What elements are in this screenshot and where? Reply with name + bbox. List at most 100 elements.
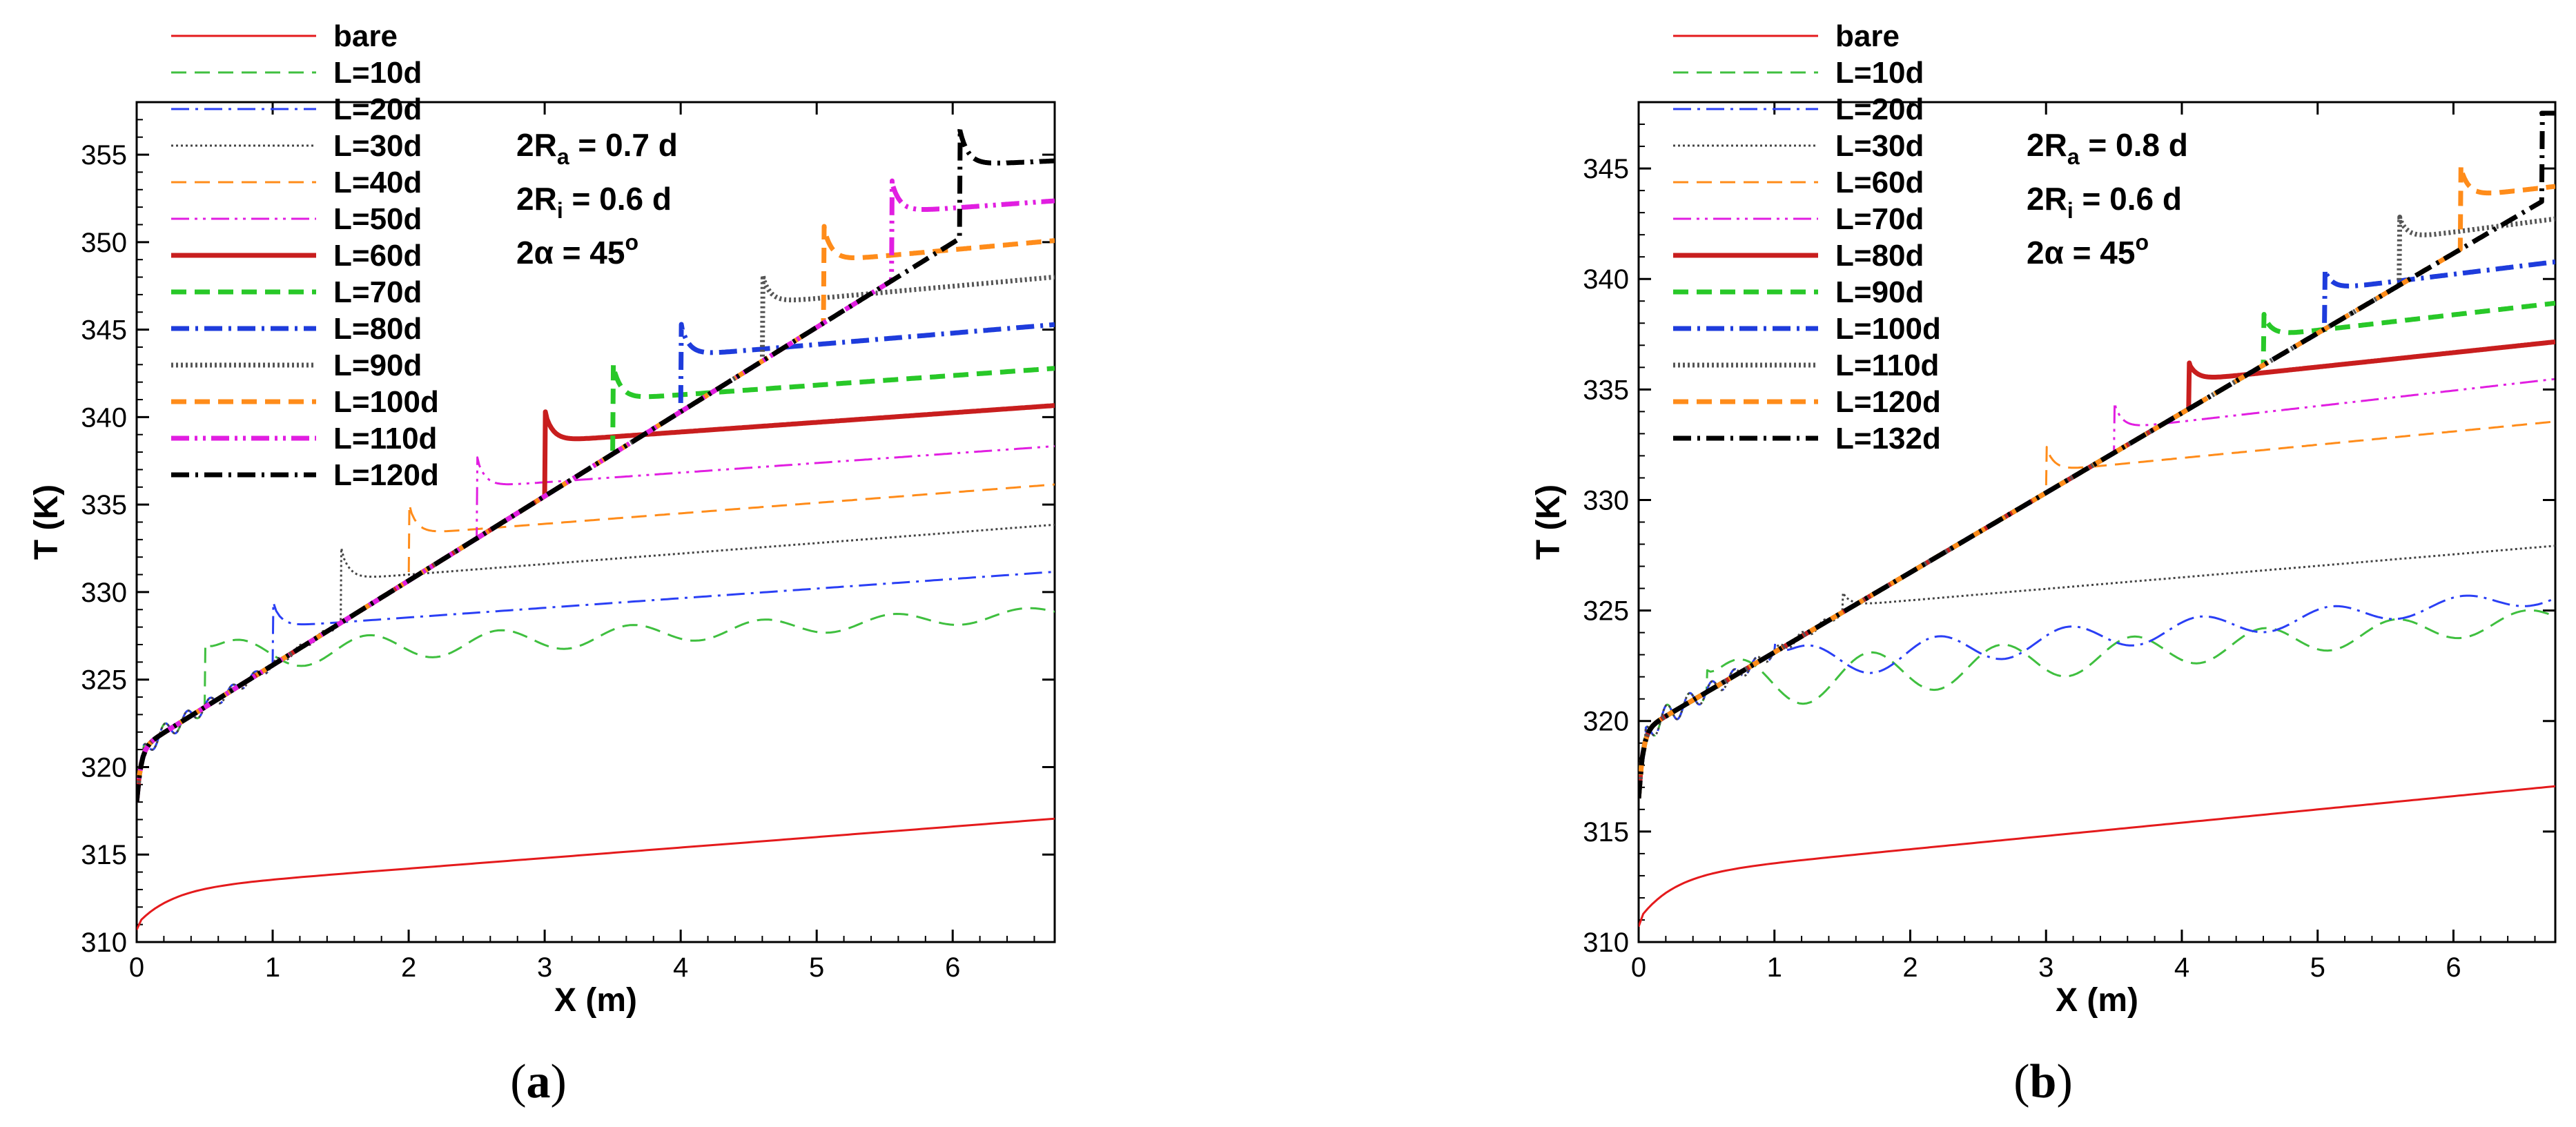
series-line-l-70d: [1639, 378, 2555, 798]
annotation-line: 2α = 45o: [2027, 230, 2149, 271]
annotation-text: 2α = 45: [2027, 235, 2135, 271]
caption-paren: ): [551, 1055, 567, 1108]
legend-label: L=90d: [333, 349, 422, 382]
y-tick-label: 310: [1583, 928, 1629, 958]
y-tick-label: 315: [1583, 817, 1629, 847]
x-tick-label: 0: [129, 952, 144, 983]
annotation-text: = 0.7 d: [569, 127, 678, 163]
legend-label: L=60d: [333, 239, 422, 273]
annotation-script: a: [557, 144, 569, 169]
y-tick-label: 340: [81, 402, 127, 433]
legend-label: bare: [333, 19, 398, 53]
legend-label: L=10d: [1835, 56, 1924, 90]
annotation-text: = 0.6 d: [563, 181, 672, 217]
series-line-l-100d: [1639, 259, 2555, 799]
annotation-text: = 0.8 d: [2080, 127, 2188, 163]
annotation-script: o: [625, 230, 638, 255]
series-line-l-10d: [1639, 609, 2555, 798]
caption-letter: b: [2030, 1055, 2057, 1108]
caption-paren: ): [2056, 1055, 2072, 1108]
annotation-script: o: [2135, 230, 2149, 255]
series-line-l-120d: [137, 126, 1055, 803]
series-line-l-50d: [137, 445, 1055, 803]
series-line-l-60d: [1639, 420, 2555, 798]
series-line-l-80d: [1639, 339, 2555, 799]
y-tick-label: 335: [81, 490, 127, 520]
legend-label: L=100d: [333, 385, 439, 419]
caption-paren: (: [510, 1055, 526, 1108]
legend-label: L=30d: [333, 129, 422, 163]
y-tick-label: 340: [1583, 264, 1629, 295]
y-tick-label: 330: [1583, 485, 1629, 516]
caption-paren: (: [2013, 1055, 2029, 1108]
y-tick-label: 315: [81, 840, 127, 870]
x-tick-label: 4: [2174, 952, 2189, 983]
annotation-text: 2R: [516, 127, 557, 163]
x-tick-label: 6: [2446, 952, 2461, 983]
legend-label: L=60d: [1835, 166, 1924, 199]
series-line-l-30d: [137, 523, 1055, 803]
x-tick-label: 6: [945, 952, 960, 983]
legend-label: bare: [1835, 19, 1900, 53]
legend-label: L=80d: [1835, 239, 1924, 273]
series-line-l-20d: [137, 570, 1055, 803]
x-tick-label: 1: [265, 952, 280, 983]
annotation-text: 2R: [2027, 181, 2067, 217]
x-tick-label: 5: [2310, 952, 2325, 983]
series-line-bare: [137, 817, 1055, 930]
annotation-line: 2Ri = 0.6 d: [2027, 181, 2182, 223]
legend-label: L=132d: [1835, 422, 1941, 455]
legend-label: L=70d: [333, 275, 422, 309]
annotation-line: 2Ra = 0.8 d: [2027, 127, 2188, 169]
y-tick-label: 310: [81, 928, 127, 958]
series-line-l-90d: [1639, 300, 2555, 799]
legend-label: L=110d: [1835, 349, 1939, 382]
x-tick-label: 3: [2038, 952, 2053, 983]
legend-label: L=20d: [333, 92, 422, 126]
annotation-text: = 0.6 d: [2074, 181, 2182, 217]
series-line-l-70d: [137, 362, 1055, 803]
legend-label: L=20d: [1835, 92, 1924, 126]
legend-label: L=30d: [1835, 129, 1924, 163]
panel-caption: (a): [510, 1055, 567, 1108]
series-line-l-30d: [1639, 545, 2555, 798]
x-tick-label: 1: [1767, 952, 1782, 983]
y-tick-label: 330: [81, 578, 127, 608]
plot-area: [1639, 110, 2555, 928]
y-axis-label: T (K): [1530, 484, 1567, 560]
annotation-script: i: [557, 198, 563, 223]
legend-label: L=80d: [333, 312, 422, 346]
series-line-l-40d: [137, 483, 1055, 803]
x-tick-label: 5: [809, 952, 824, 983]
x-axis-label: X (m): [2056, 982, 2138, 1019]
y-tick-label: 325: [81, 665, 127, 696]
series-line-l-132d: [1639, 110, 2555, 799]
legend-label: L=40d: [333, 166, 422, 199]
series-line-bare: [1639, 785, 2555, 928]
x-axis-label: X (m): [554, 982, 637, 1019]
annotation-line: 2α = 45o: [516, 230, 638, 271]
y-tick-label: 350: [81, 228, 127, 258]
legend-label: L=120d: [1835, 385, 1941, 419]
series-line-l-10d: [137, 607, 1055, 803]
legend-label: L=10d: [333, 56, 422, 90]
series-line-l-110d: [1639, 215, 2555, 799]
legend: bareL=10dL=20dL=30dL=40dL=50dL=60dL=70dL…: [171, 19, 439, 492]
x-tick-label: 3: [537, 952, 552, 983]
annotation-script: i: [2067, 198, 2074, 223]
panel-caption: (b): [2013, 1055, 2073, 1108]
series-line-l-110d: [137, 178, 1055, 803]
y-axis-label: T (K): [28, 484, 65, 560]
legend-label: L=50d: [333, 202, 422, 236]
annotation-text: 2R: [2027, 127, 2067, 163]
legend-label: L=100d: [1835, 312, 1941, 346]
y-tick-label: 325: [1583, 596, 1629, 627]
y-tick-label: 320: [81, 752, 127, 783]
y-tick-label: 345: [1583, 154, 1629, 184]
legend-label: L=110d: [333, 422, 437, 455]
plot-frame: [1637, 101, 2557, 943]
